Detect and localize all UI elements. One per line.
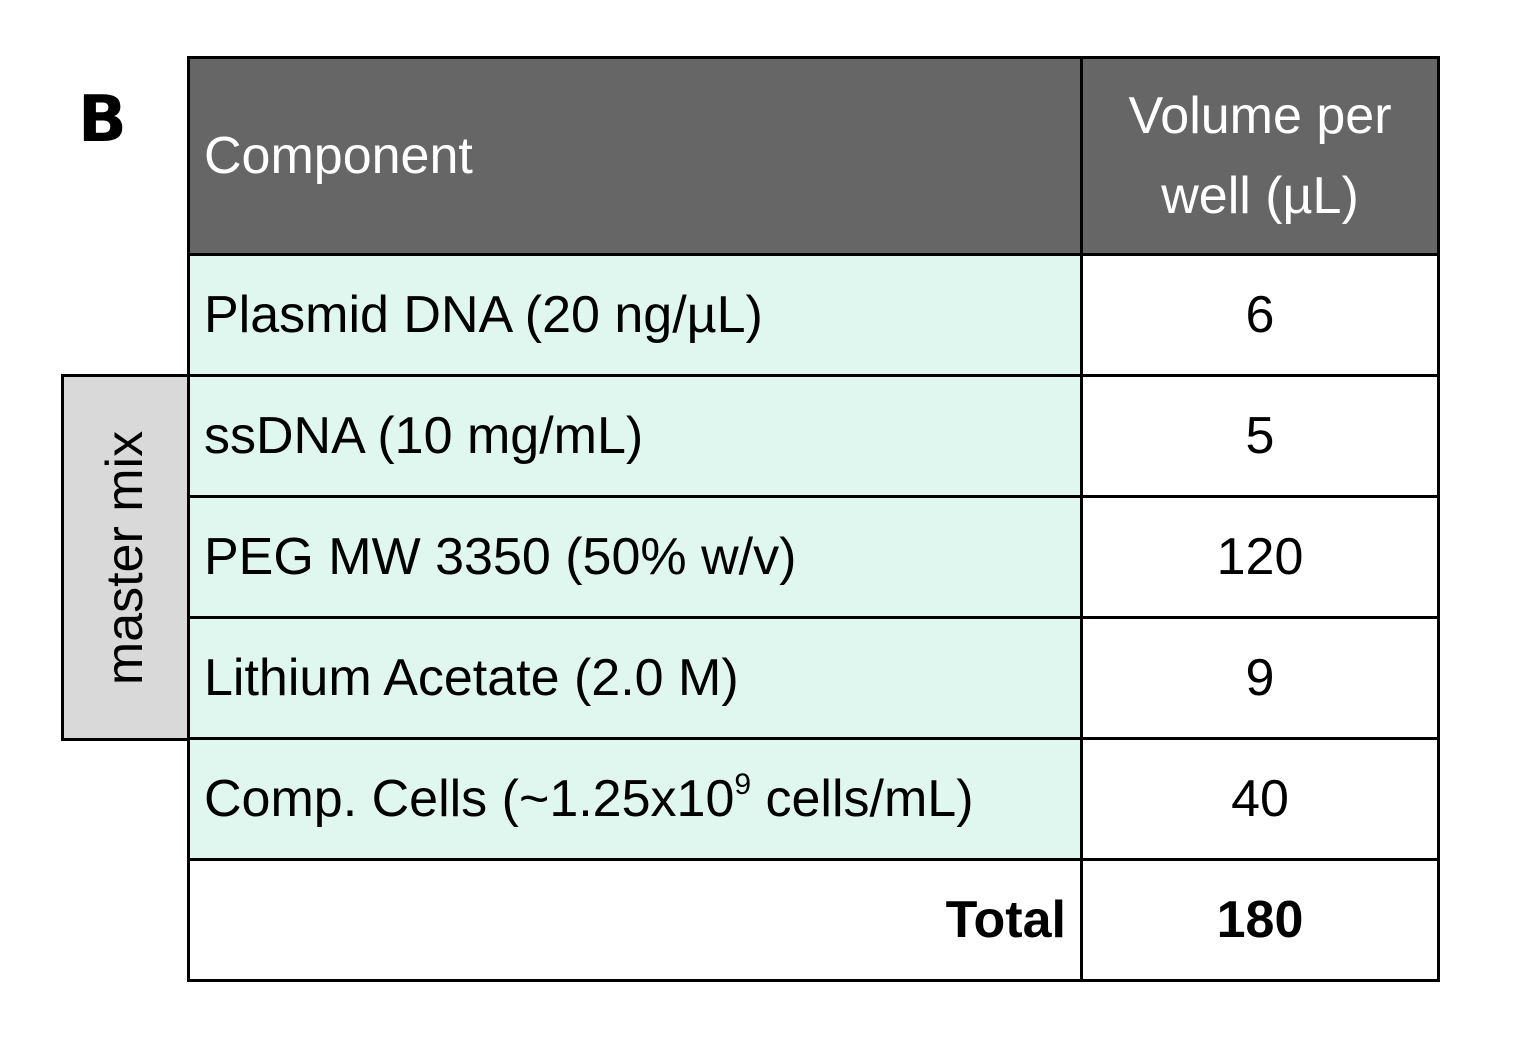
- volume-cell: 40: [1080, 737, 1440, 861]
- table-row: Plasmid DNA (20 ng/µL) 6: [187, 253, 1440, 377]
- table-row: PEG MW 3350 (50% w/v) 120: [187, 495, 1440, 619]
- header-component: Component: [187, 56, 1083, 256]
- volume-cell: 120: [1080, 495, 1440, 619]
- volume-cell: 9: [1080, 616, 1440, 740]
- panel-label: B: [78, 83, 127, 157]
- table-row: Comp. Cells (~1.25x109 cells/mL) 40: [187, 737, 1440, 861]
- total-value: 180: [1080, 858, 1440, 982]
- table-header-row: Component Volume per well (µL): [187, 56, 1440, 256]
- reagent-table: Component Volume per well (µL) Plasmid D…: [187, 56, 1440, 982]
- total-row: Total 180: [187, 858, 1440, 982]
- volume-cell: 5: [1080, 374, 1440, 498]
- table-row: Lithium Acetate (2.0 M) 9: [187, 616, 1440, 740]
- component-cell: PEG MW 3350 (50% w/v): [187, 495, 1083, 619]
- component-cell: Comp. Cells (~1.25x109 cells/mL): [187, 737, 1083, 861]
- component-cell: Lithium Acetate (2.0 M): [187, 616, 1083, 740]
- master-mix-label: master mix: [96, 430, 155, 685]
- component-cell: Plasmid DNA (20 ng/µL): [187, 253, 1083, 377]
- table-row: ssDNA (10 mg/mL) 5: [187, 374, 1440, 498]
- header-volume: Volume per well (µL): [1080, 56, 1440, 256]
- component-cell: ssDNA (10 mg/mL): [187, 374, 1083, 498]
- master-mix-bracket: master mix: [61, 374, 187, 741]
- component-text: Comp. Cells (~1.25x10: [204, 770, 735, 828]
- component-text-suffix: cells/mL): [751, 770, 974, 828]
- volume-cell: 6: [1080, 253, 1440, 377]
- exponent: 9: [734, 768, 752, 801]
- total-label: Total: [187, 858, 1083, 982]
